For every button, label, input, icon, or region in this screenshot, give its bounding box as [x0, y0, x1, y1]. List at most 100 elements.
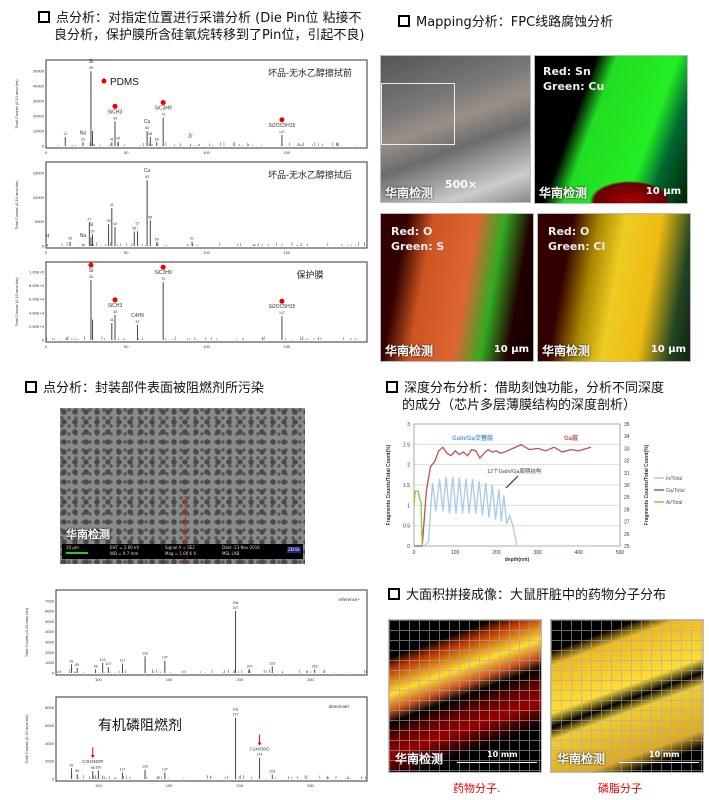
annotation-label: 有机磷阻燃剂 [98, 717, 182, 733]
peak-mass-label: 57 [136, 221, 140, 225]
y-tick-label: 4.00E+4 [29, 310, 45, 315]
peak-mass-label: 69 [155, 237, 159, 241]
checkbox-bullet-icon [386, 381, 398, 393]
section5-title: 大面积拼接成像：大鼠肝脏中的药物分子分布 [388, 587, 666, 604]
spectrum-title: 坏品-无水乙醇擦拭前 [268, 67, 352, 78]
x-axis-label: depth(nm) [505, 557, 530, 563]
spectrum-title: 坏品-无水乙醇擦拭后 [268, 169, 352, 180]
x-tick-label: 200 [492, 550, 501, 556]
peak-mass-label: 133 [142, 765, 148, 769]
y-axis-label: Total Counts (0.10 amu bin) [14, 79, 19, 129]
pdms-marker [161, 265, 166, 270]
x-tick-label: 250 [307, 677, 314, 682]
peak-mass-label: 81 [70, 659, 74, 663]
watermark: 华南检测 [539, 184, 587, 201]
magnification-label: 500× [445, 178, 477, 191]
y-tick-label: 0 [52, 777, 55, 782]
y-axis-label: Total Counts (0.20 amu bin) [24, 607, 29, 657]
y-tick-label: 2000 [45, 759, 55, 764]
y-axis-label: Total Counts (0.10 amu bin) [14, 180, 19, 230]
y-tick-label: 4000 [45, 629, 55, 634]
y-axis-label: Total Counts (0.10 amu bin) [14, 277, 19, 327]
peak-mass-label: 63 [145, 175, 149, 179]
scale-bar: 10 μm [651, 344, 686, 355]
y-tick-label: 3 [407, 422, 410, 428]
y-tick-label: 30000 [33, 99, 45, 104]
y-axis-label: Fragments Counts/Total Count(%) [386, 444, 392, 525]
peak-mass-label: 85 [75, 769, 79, 773]
y2-tick-label: 27 [624, 520, 630, 526]
x-tick-label: 0 [45, 250, 48, 255]
x-tick-label: 250 [307, 783, 314, 788]
y2-axis-label: Fragments Counts/Total Count(%) [644, 444, 650, 525]
map-o-s: Red: O Green: S 华南检测 10 μm [380, 213, 534, 362]
y2-tick-label: 29 [624, 495, 630, 501]
y-tick-label: 2 [407, 463, 410, 469]
peak-mass-label: 43 [113, 116, 117, 120]
checkbox-bullet-icon [388, 588, 400, 600]
watermark: 华南检测 [385, 184, 433, 201]
caption-drug: 药物分子. [453, 780, 501, 796]
tof-sims-spectra-die-pin: Total Counts (0.10 amu bin) 0 10000 20000 30… [10, 55, 370, 350]
peak-mass-label: 223 [269, 661, 275, 665]
x-tick-label: 0 [413, 550, 416, 556]
y-tick-label: 10000 [33, 195, 45, 200]
y2-tick-label: 28 [624, 507, 630, 513]
y2-tick-label: 31 [624, 471, 630, 477]
peak-ion-label: Si2OC5H15 [269, 123, 296, 129]
peak-mass-label: 147 [162, 656, 168, 660]
peak-mass-label: 147 [162, 768, 168, 772]
y-tick-label: 3000 [45, 640, 55, 645]
y2-tick-label: 32 [624, 459, 630, 465]
peak-mass-label: 41 [110, 318, 114, 322]
peak-mass-label: 223 [269, 770, 275, 774]
peak-ion-label: Au [233, 600, 239, 605]
peak-mass-label: 57 [136, 320, 140, 324]
peak-ion-label: C14H30O [250, 747, 271, 752]
y2-tick-label: 25 [624, 544, 630, 550]
caption-phospholipid: 磷脂分子 [598, 780, 642, 796]
peak-mass-label: 65 [148, 215, 152, 219]
peak-ion-label: Au [233, 707, 239, 712]
arrow-head-icon [91, 755, 95, 758]
watermark: 华南检测 [385, 342, 433, 359]
map-o-cl: Red: O Green: Cl 华南检测 10 μm [537, 213, 691, 362]
scale-bar: 10 μm [646, 186, 681, 197]
checkbox-bullet-icon [398, 15, 410, 27]
y-tick-label: 8000 [45, 705, 55, 710]
peak-mass-label: 81 [70, 763, 74, 767]
peak-mass-label: 147 [279, 130, 285, 134]
peak-mass-label: 12 [63, 132, 67, 136]
peak-mass-label: 253 [312, 664, 318, 668]
peak-ion-label: Si2OC5H15 [269, 304, 296, 310]
peak-ion-label: Si [89, 222, 93, 228]
x-tick-label: 300 [533, 550, 542, 556]
annotation-label: 12个GaIn/Ga周期结构 [487, 467, 542, 475]
y-tick-label: 50000 [33, 69, 45, 74]
y-tick-label: 6000 [45, 609, 55, 614]
peak-ion-label: C3H2NOP [82, 759, 103, 764]
pdms-marker [279, 299, 284, 304]
peak-ion-label: SiC3H9 [155, 270, 172, 276]
y-tick-label: 0 [42, 338, 45, 343]
zeiss-logo: ZEISS [287, 547, 301, 553]
x-tick-label: 200 [236, 677, 243, 682]
checkbox-bullet-icon [25, 381, 37, 393]
peak-mass-label: 96 [91, 766, 95, 770]
section3-title: 点分析：封装部件表面被阻燃剂所污染 [25, 380, 264, 397]
peak-mass-label: 69 [155, 137, 159, 141]
annotation-label: GaIn/Ga交替层 [452, 434, 493, 442]
x-tick-label: 150 [166, 783, 173, 788]
pdms-marker [279, 117, 284, 122]
peak-mass-label: 55 [132, 226, 136, 230]
liver-phospholipid-image: 华南检测 10 mm [550, 619, 704, 773]
y2-tick-label: 35 [624, 422, 630, 428]
x-tick-label: 150 [166, 677, 173, 682]
y-tick-label: 20000 [33, 114, 45, 119]
depth-profile-chart: 00.511.522.5325262728293031323334350 100 2… [382, 418, 709, 578]
peak-mass-label: 197 [233, 606, 239, 610]
y-tick-label: 5000 [45, 619, 55, 624]
peak-mass-label: 28 [89, 66, 93, 70]
x-tick-label: 150 [283, 150, 290, 155]
peak-ion-label: C4H9 [131, 313, 144, 319]
